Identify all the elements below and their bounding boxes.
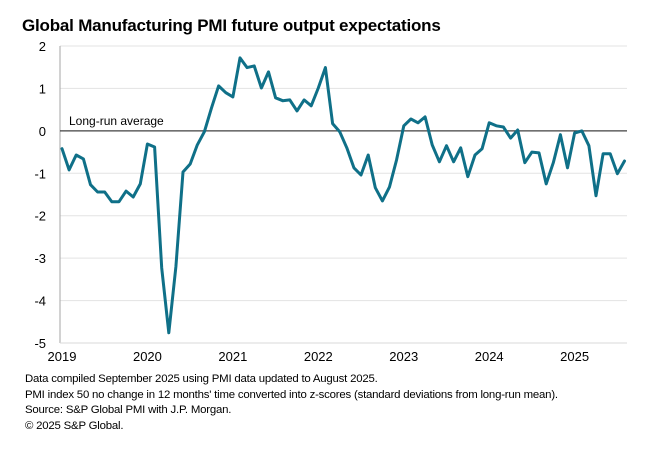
series-line [60, 56, 626, 335]
y-tick-label: -2 [34, 209, 46, 224]
x-tick-label: 2019 [48, 349, 77, 364]
note-data-compiled: Data compiled September 2025 using PMI d… [25, 373, 378, 385]
note-source: Source: S&P Global PMI with J.P. Morgan. [25, 404, 232, 417]
long-run-average-label: Long-run average [69, 114, 164, 128]
y-tick-label: -3 [34, 251, 46, 266]
note-methodology: PMI index 50 no change in 12 months' tim… [25, 388, 558, 401]
x-tick-label: 2025 [560, 349, 589, 364]
chart-notes: Data compiled September 2025 using PMI d… [25, 372, 558, 434]
series-group [60, 56, 626, 335]
y-tick-label: 0 [39, 124, 46, 139]
x-tick-label: 2023 [389, 349, 418, 364]
y-tick-label: -1 [34, 166, 46, 181]
y-axis-ticks: 2 1 0 -1 -2 -3 -4 -5 [34, 39, 46, 351]
x-tick-label: 2022 [304, 349, 333, 364]
x-tick-label: 2020 [133, 349, 162, 364]
y-tick-label: -5 [34, 336, 46, 351]
y-tick-label: 1 [39, 81, 46, 96]
note-copyright: © 2025 S&P Global. [25, 419, 124, 432]
chart-title: Global Manufacturing PMI future output e… [22, 16, 441, 35]
line-chart: 210-1-2-3-4-5 2019 2020 2021 2022 2023 2024 20… [34, 39, 627, 364]
x-tick-label: 2021 [218, 349, 247, 364]
y-tick-label: -4 [34, 294, 46, 309]
gridlines [60, 45, 627, 302]
x-axis-ticks: 2019 2020 2021 2022 2023 2024 2025 [48, 349, 590, 364]
y-tick-label: 2 [39, 39, 46, 54]
x-tick-label: 2024 [475, 349, 504, 364]
